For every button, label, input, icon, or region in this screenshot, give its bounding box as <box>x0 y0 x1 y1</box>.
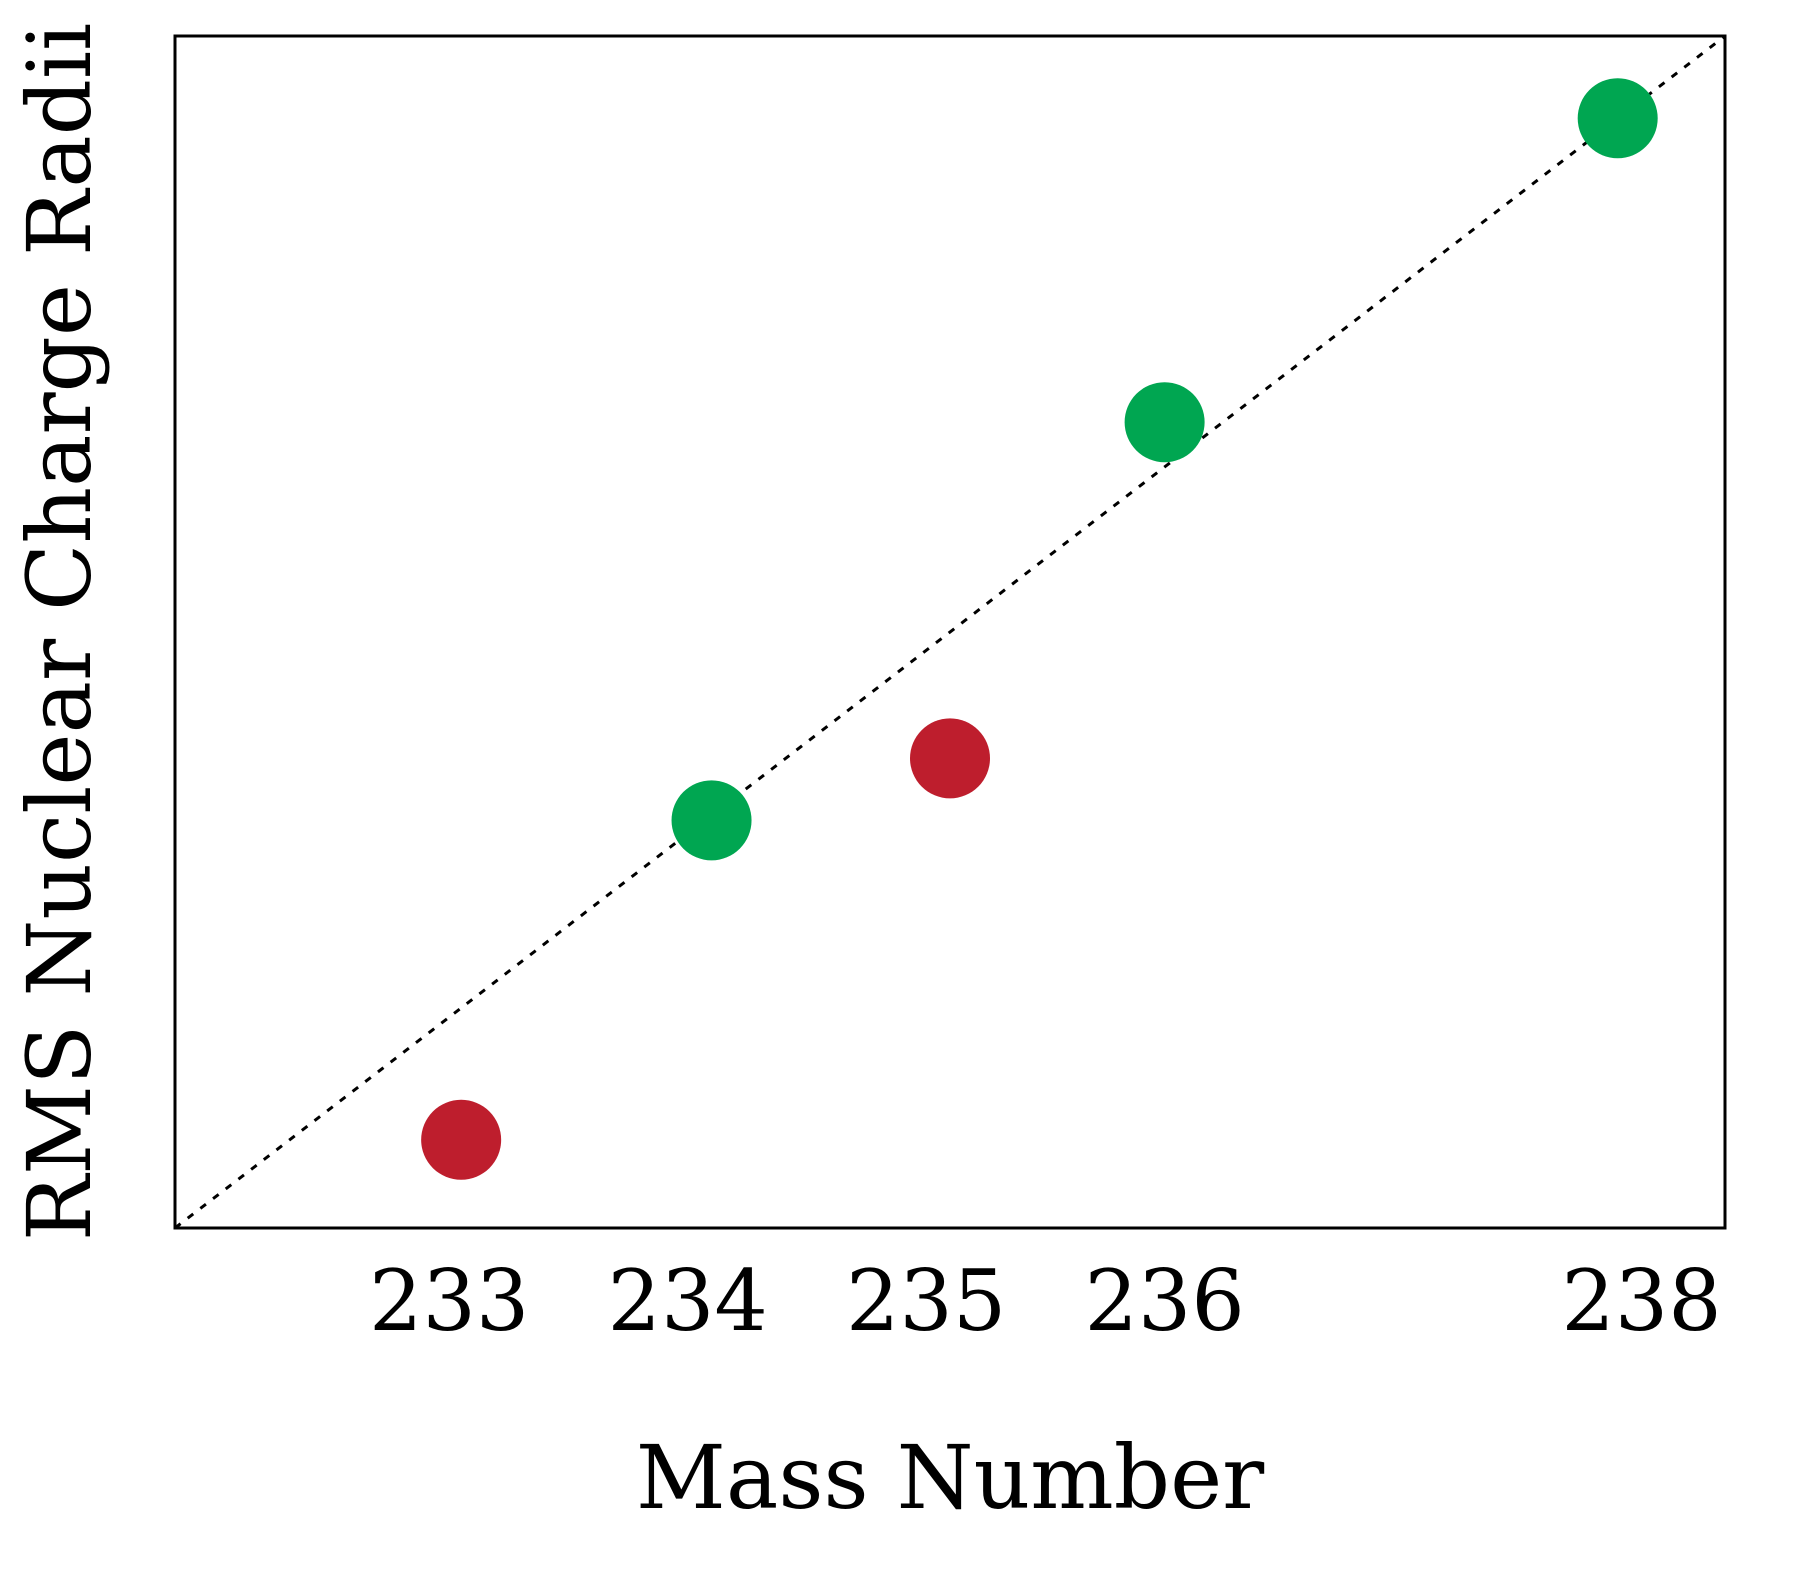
x-axis-title: Mass Number <box>636 1426 1265 1529</box>
plot-frame <box>173 34 1727 1230</box>
x-tick-label-238: 238 <box>1561 1252 1721 1350</box>
x-tick-labels: 233 234 235 236 238 <box>369 1252 1722 1350</box>
x-tick-label-235: 235 <box>846 1252 1006 1350</box>
data-point-5 <box>1577 78 1658 159</box>
data-point-3 <box>910 718 990 799</box>
reference-dotted-line <box>174 34 1726 1230</box>
x-tick-label-236: 236 <box>1084 1252 1244 1350</box>
x-tick-label-234: 234 <box>608 1252 768 1350</box>
x-tick-label-233: 233 <box>369 1252 529 1350</box>
y-axis-title: RMS Nuclear Charge Radii <box>8 23 111 1242</box>
data-point-2 <box>671 780 752 861</box>
data-points <box>421 78 1658 1180</box>
data-point-4 <box>1124 382 1205 463</box>
data-point-1 <box>421 1099 502 1180</box>
